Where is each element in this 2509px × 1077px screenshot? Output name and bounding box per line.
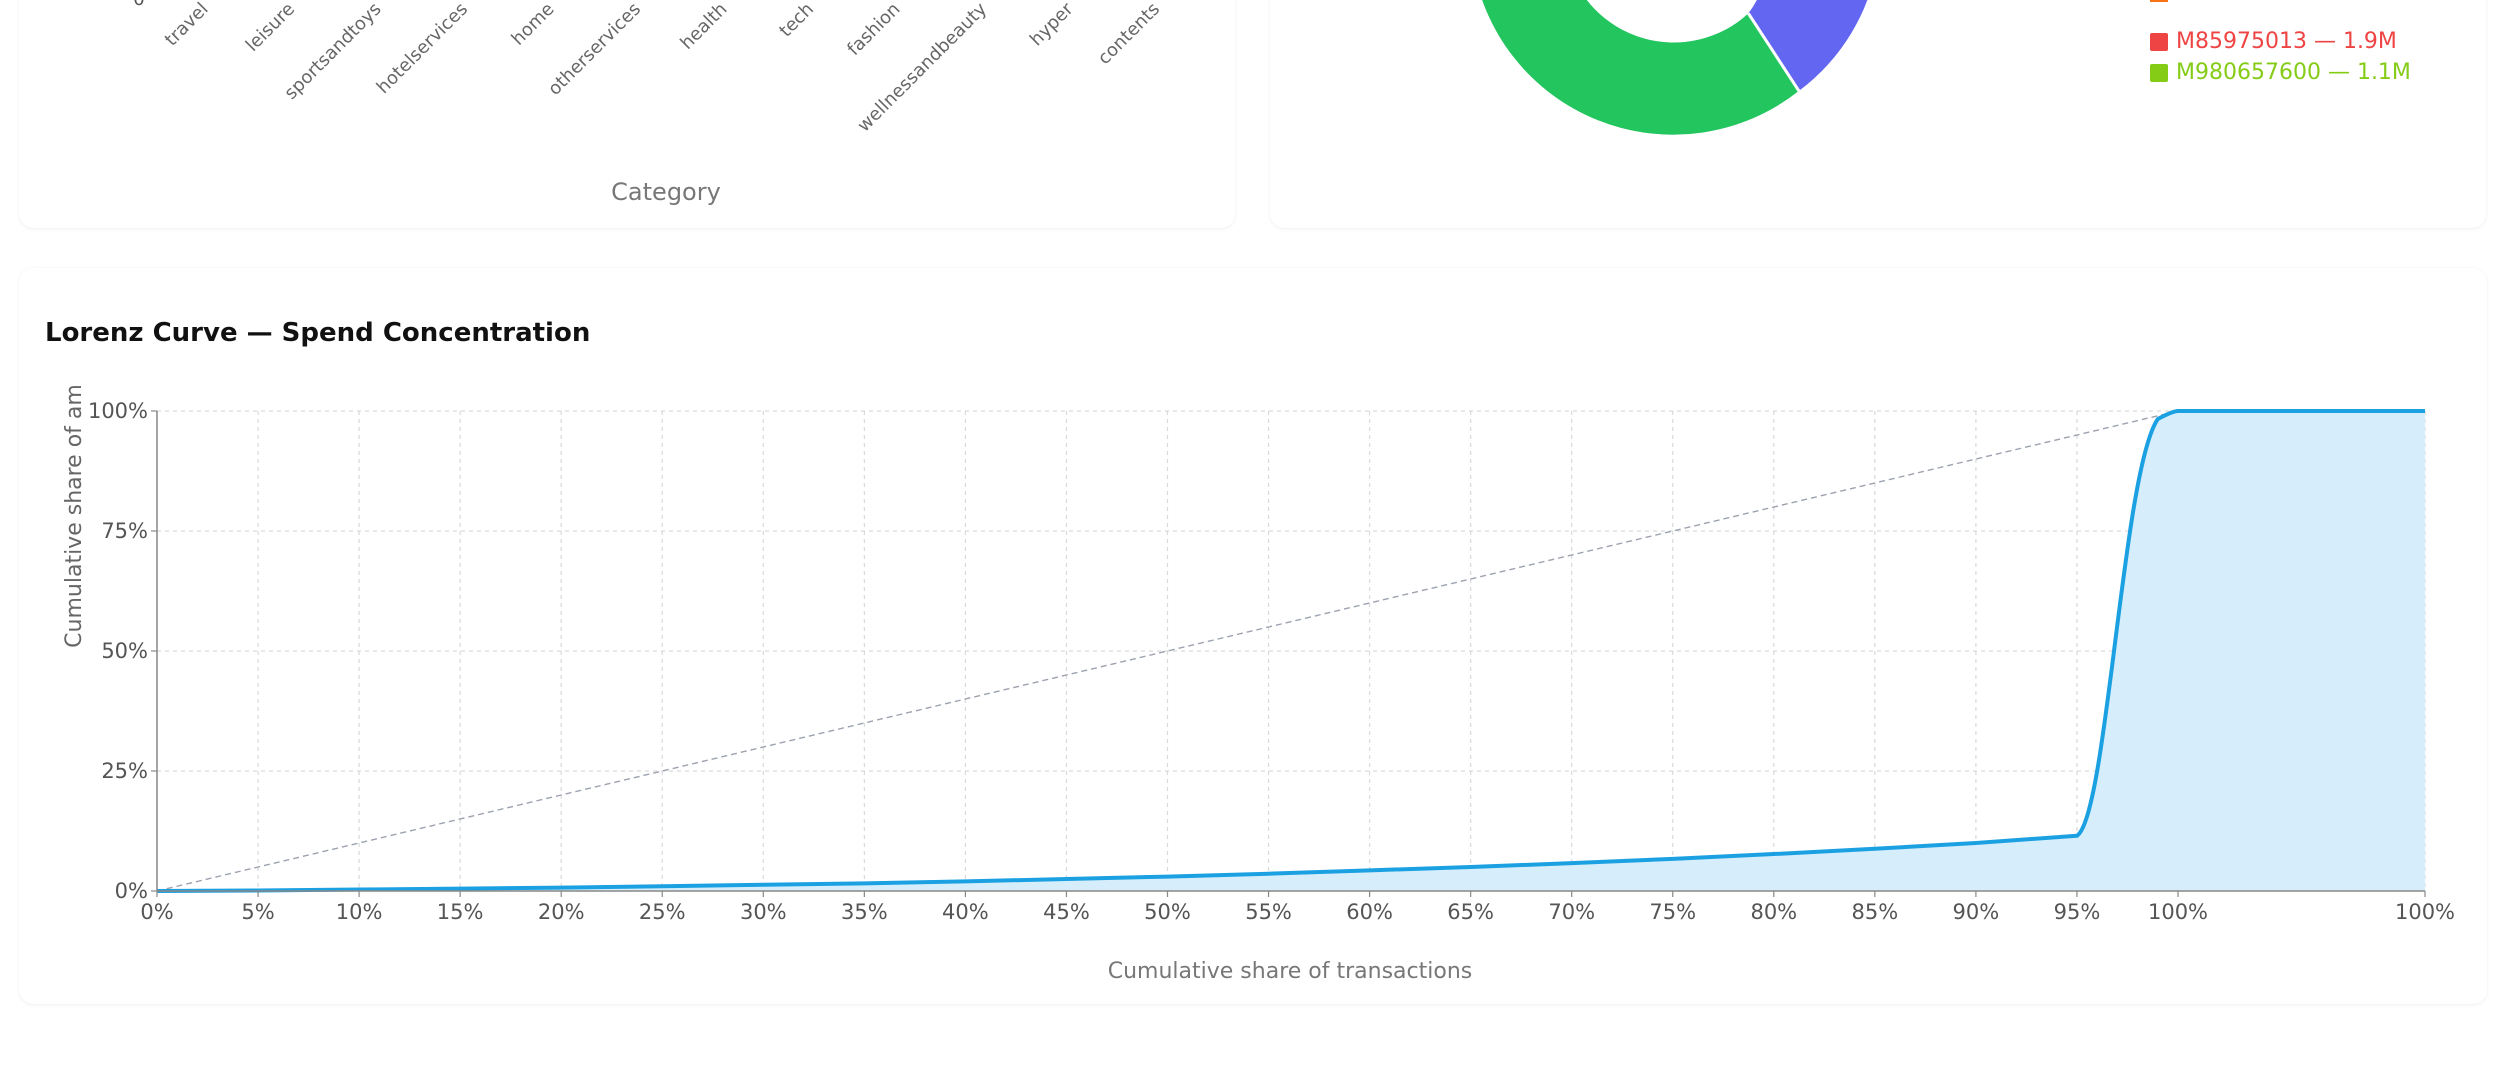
y-tick-label: 0% [115, 879, 148, 903]
x-tick-label: 50% [1144, 900, 1191, 924]
x-tick-label: 25% [639, 900, 686, 924]
x-tick-label: 45% [1043, 900, 1090, 924]
y-tick-label: 50% [101, 639, 148, 663]
x-tick-label: 30% [740, 900, 787, 924]
category-tick-label: tech [775, 0, 818, 41]
x-tick-label: 15% [437, 900, 484, 924]
equality-line [156, 410, 2179, 892]
x-tick-label: 60% [1346, 900, 1393, 924]
category-tick-label: leisure [242, 0, 299, 56]
donut-slice-green [1482, 0, 1799, 135]
x-tick-label: 65% [1447, 900, 1494, 924]
category-chart: 0 travelleisuresportsandtoyshotelservice… [133, 0, 1164, 206]
category-tick-label: home [508, 0, 559, 50]
legend-swatch [2150, 63, 2168, 82]
x-tick-label: 90% [1953, 900, 2000, 924]
y-axis-label: Cumulative share of am [62, 384, 87, 648]
x-tick-label: 20% [538, 900, 585, 924]
donut-slice-purple [1748, 0, 1868, 91]
donut-slice-separator [1747, 12, 1801, 92]
x-tick-label: 0% [140, 900, 173, 924]
x-tick-label: 5% [241, 900, 274, 924]
chart-title: Lorenz Curve — Spend Concentration [45, 318, 591, 348]
category-tick-label: fashion [843, 0, 904, 60]
category-tick-label: travel [161, 0, 213, 50]
y-tick-zero: 0 [133, 0, 144, 10]
x-tick-label: 95% [2054, 900, 2101, 924]
y-tick-label: 25% [101, 759, 148, 783]
lorenz-chart: 0% 5% 10% 15% 20% 25% 30% 35% 40% 45% 50% 55% 60% 65%… [62, 384, 2455, 984]
merchant-donut-card: M85975013 — 1.9M M980657600 — 1.1M [1270, 0, 2486, 228]
x-tick-label: 100% [2395, 900, 2455, 924]
legend-label: M980657600 — 1.1M [2176, 60, 2411, 85]
category-chart-card: 0 travelleisuresportsandtoyshotelservice… [19, 0, 1235, 228]
x-tick-label: 80% [1750, 900, 1797, 924]
category-tick-label: otherservices [544, 0, 645, 100]
x-axis-label: Cumulative share of transactions [1108, 959, 1472, 984]
category-axis-label: Category [611, 178, 721, 206]
x-tick-label: 75% [1649, 900, 1696, 924]
legend-swatch-partial [2150, 0, 2168, 2]
y-tick-label: 75% [101, 519, 148, 543]
category-tick-label: hyper [1026, 0, 1078, 50]
x-tick-label: 35% [841, 900, 888, 924]
x-tick-label: 85% [1852, 900, 1899, 924]
lorenz-area [157, 411, 2425, 891]
y-tick-label: 100% [88, 399, 148, 423]
x-tick-label: 100% [2148, 900, 2208, 924]
legend-swatch [2150, 32, 2168, 51]
x-tick-label: 10% [336, 900, 383, 924]
lorenz-curve [156, 409, 2425, 893]
category-tick-label: health [676, 0, 731, 54]
x-tick-label: 70% [1548, 900, 1595, 924]
lorenz-card: Lorenz Curve — Spend Concentration 0% 5% 1… [19, 268, 2487, 1004]
legend-item: M85975013 — 1.9M [2150, 26, 2411, 57]
category-tick-label: hotelservices [373, 0, 472, 98]
x-tick-label: 40% [942, 900, 989, 924]
category-tick-label: contents [1094, 0, 1164, 69]
legend-label: M85975013 — 1.9M [2176, 29, 2397, 54]
merchant-donut [1482, 0, 2168, 135]
merchant-legend: M85975013 — 1.9M M980657600 — 1.1M [2150, 0, 2411, 88]
x-tick-label: 55% [1245, 900, 1292, 924]
legend-item: M980657600 — 1.1M [2150, 57, 2411, 88]
